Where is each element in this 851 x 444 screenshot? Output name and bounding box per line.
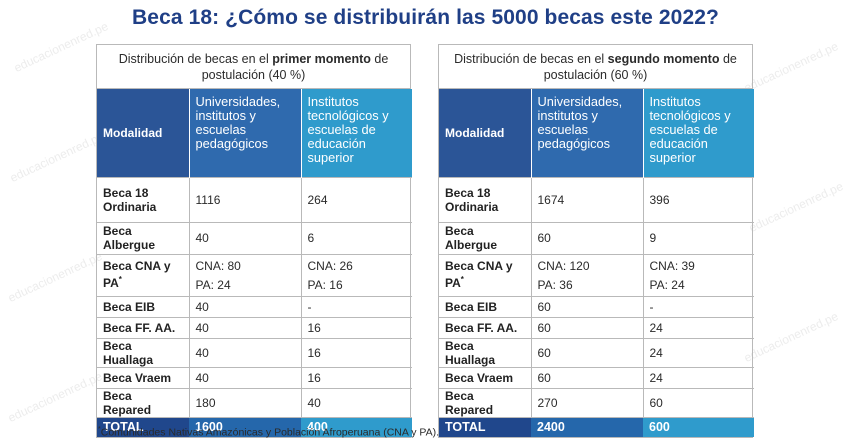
table-row: Beca Repared 270 60	[439, 387, 754, 418]
total-institutos: 600	[643, 417, 754, 437]
table-row: Beca 18 Ordinaria 1116 264	[97, 176, 412, 223]
cell-institutos: 24	[642, 316, 754, 339]
row-label: Beca 18 Ordinaria	[97, 176, 190, 223]
table-row: Beca Huallaga 40 16	[97, 337, 412, 368]
cell-universidades: 60	[530, 337, 644, 368]
header-universidades: Universidades, institutos y escuelas ped…	[531, 89, 644, 177]
row-label: Beca Repared	[439, 387, 532, 418]
table-header-row: Modalidad Universidades, institutos y es…	[439, 89, 754, 177]
row-label: Beca Albergue	[439, 221, 532, 255]
row-label: Beca Repared	[97, 387, 190, 418]
cell-institutos: 60	[642, 387, 754, 418]
watermark: educacionenred.pe	[5, 369, 105, 425]
cell-universidades: 60	[530, 295, 644, 318]
first-moment-panel: Distribución de becas en el primer momen…	[96, 44, 412, 438]
header-modalidad: Modalidad	[97, 89, 190, 177]
cell-institutos: 16	[300, 366, 412, 389]
row-label: Beca CNA y PA*	[97, 253, 190, 297]
cell-institutos: 396	[642, 176, 754, 223]
total-row: TOTAL 2400 600	[439, 417, 754, 437]
table-row: Beca CNA y PA* CNA: 120 PA: 36 CNA: 39 P…	[439, 253, 754, 297]
cell-universidades: 40	[188, 366, 302, 389]
cell-universidades: 40	[188, 221, 302, 255]
panel-caption: Distribución de becas en el segundo mome…	[439, 45, 752, 89]
header-institutos: Institutos tecnológicos y escuelas de ed…	[643, 89, 754, 177]
cell-institutos: -	[642, 295, 754, 318]
row-label: Beca Vraem	[97, 366, 190, 389]
total-institutos: 400	[301, 417, 412, 437]
row-label: Beca EIB	[97, 295, 190, 318]
cell-universidades: 40	[188, 295, 302, 318]
total-row: TOTAL 1600 400	[97, 417, 412, 437]
cell-institutos: 264	[300, 176, 412, 223]
header-institutos: Institutos tecnológicos y escuelas de ed…	[301, 89, 412, 177]
table-header-row: Modalidad Universidades, institutos y es…	[97, 89, 412, 177]
cell-universidades: CNA: 120 PA: 36	[530, 253, 644, 297]
panel-caption: Distribución de becas en el primer momen…	[97, 45, 410, 89]
row-label: Beca FF. AA.	[439, 316, 532, 339]
table-row: Beca FF. AA. 40 16	[97, 316, 412, 339]
second-moment-panel: Distribución de becas en el segundo mome…	[438, 44, 754, 438]
table-row: Beca Albergue 60 9	[439, 221, 754, 255]
row-label: Beca EIB	[439, 295, 532, 318]
total-universidades: 1600	[189, 417, 301, 437]
cell-institutos: 6	[300, 221, 412, 255]
page-title: Beca 18: ¿Cómo se distribuirán las 5000 …	[132, 6, 719, 29]
table-row: Beca Vraem 40 16	[97, 366, 412, 389]
row-label: Beca CNA y PA*	[439, 253, 532, 297]
watermark: educacionenred.pe	[741, 309, 841, 365]
table-row: Beca Albergue 40 6	[97, 221, 412, 255]
cell-universidades: 1674	[530, 176, 644, 223]
row-label: Beca 18 Ordinaria	[439, 176, 532, 223]
total-label: TOTAL	[97, 417, 189, 437]
cell-universidades: 60	[530, 366, 644, 389]
total-universidades: 2400	[531, 417, 643, 437]
header-modalidad: Modalidad	[439, 89, 532, 177]
table-row: Beca EIB 60 -	[439, 295, 754, 318]
watermark: educacionenred.pe	[7, 129, 107, 185]
cell-institutos: 40	[300, 387, 412, 418]
cell-universidades: CNA: 80 PA: 24	[188, 253, 302, 297]
row-label: Beca Huallaga	[97, 337, 190, 368]
cell-institutos: 16	[300, 316, 412, 339]
watermark: educacionenred.pe	[741, 39, 841, 95]
cell-universidades: 40	[188, 337, 302, 368]
cell-institutos: CNA: 39 PA: 24	[642, 253, 754, 297]
row-label: Beca Albergue	[97, 221, 190, 255]
cell-institutos: CNA: 26 PA: 16	[300, 253, 412, 297]
watermark: educacionenred.pe	[746, 179, 846, 235]
cell-institutos: 16	[300, 337, 412, 368]
cell-institutos: 9	[642, 221, 754, 255]
row-label: Beca Vraem	[439, 366, 532, 389]
cell-universidades: 180	[188, 387, 302, 418]
header-universidades: Universidades, institutos y escuelas ped…	[189, 89, 302, 177]
watermark: educacionenred.pe	[5, 249, 105, 305]
cell-institutos: 24	[642, 337, 754, 368]
footnote: *Comunidades Nativas Amazónicas y Poblac…	[98, 426, 440, 439]
total-label: TOTAL	[439, 417, 531, 437]
distribution-table: Modalidad Universidades, institutos y es…	[97, 89, 412, 437]
table-row: Beca FF. AA. 60 24	[439, 316, 754, 339]
cell-universidades: 60	[530, 221, 644, 255]
table-row: Beca Repared 180 40	[97, 387, 412, 418]
cell-universidades: 40	[188, 316, 302, 339]
row-label: Beca FF. AA.	[97, 316, 190, 339]
table-row: Beca Huallaga 60 24	[439, 337, 754, 368]
cell-universidades: 1116	[188, 176, 302, 223]
distribution-table: Modalidad Universidades, institutos y es…	[439, 89, 754, 437]
table-row: Beca EIB 40 -	[97, 295, 412, 318]
cell-institutos: -	[300, 295, 412, 318]
cell-universidades: 60	[530, 316, 644, 339]
row-label: Beca Huallaga	[439, 337, 532, 368]
table-row: Beca 18 Ordinaria 1674 396	[439, 176, 754, 223]
table-row: Beca Vraem 60 24	[439, 366, 754, 389]
cell-universidades: 270	[530, 387, 644, 418]
table-row: Beca CNA y PA* CNA: 80 PA: 24 CNA: 26 PA…	[97, 253, 412, 297]
cell-institutos: 24	[642, 366, 754, 389]
